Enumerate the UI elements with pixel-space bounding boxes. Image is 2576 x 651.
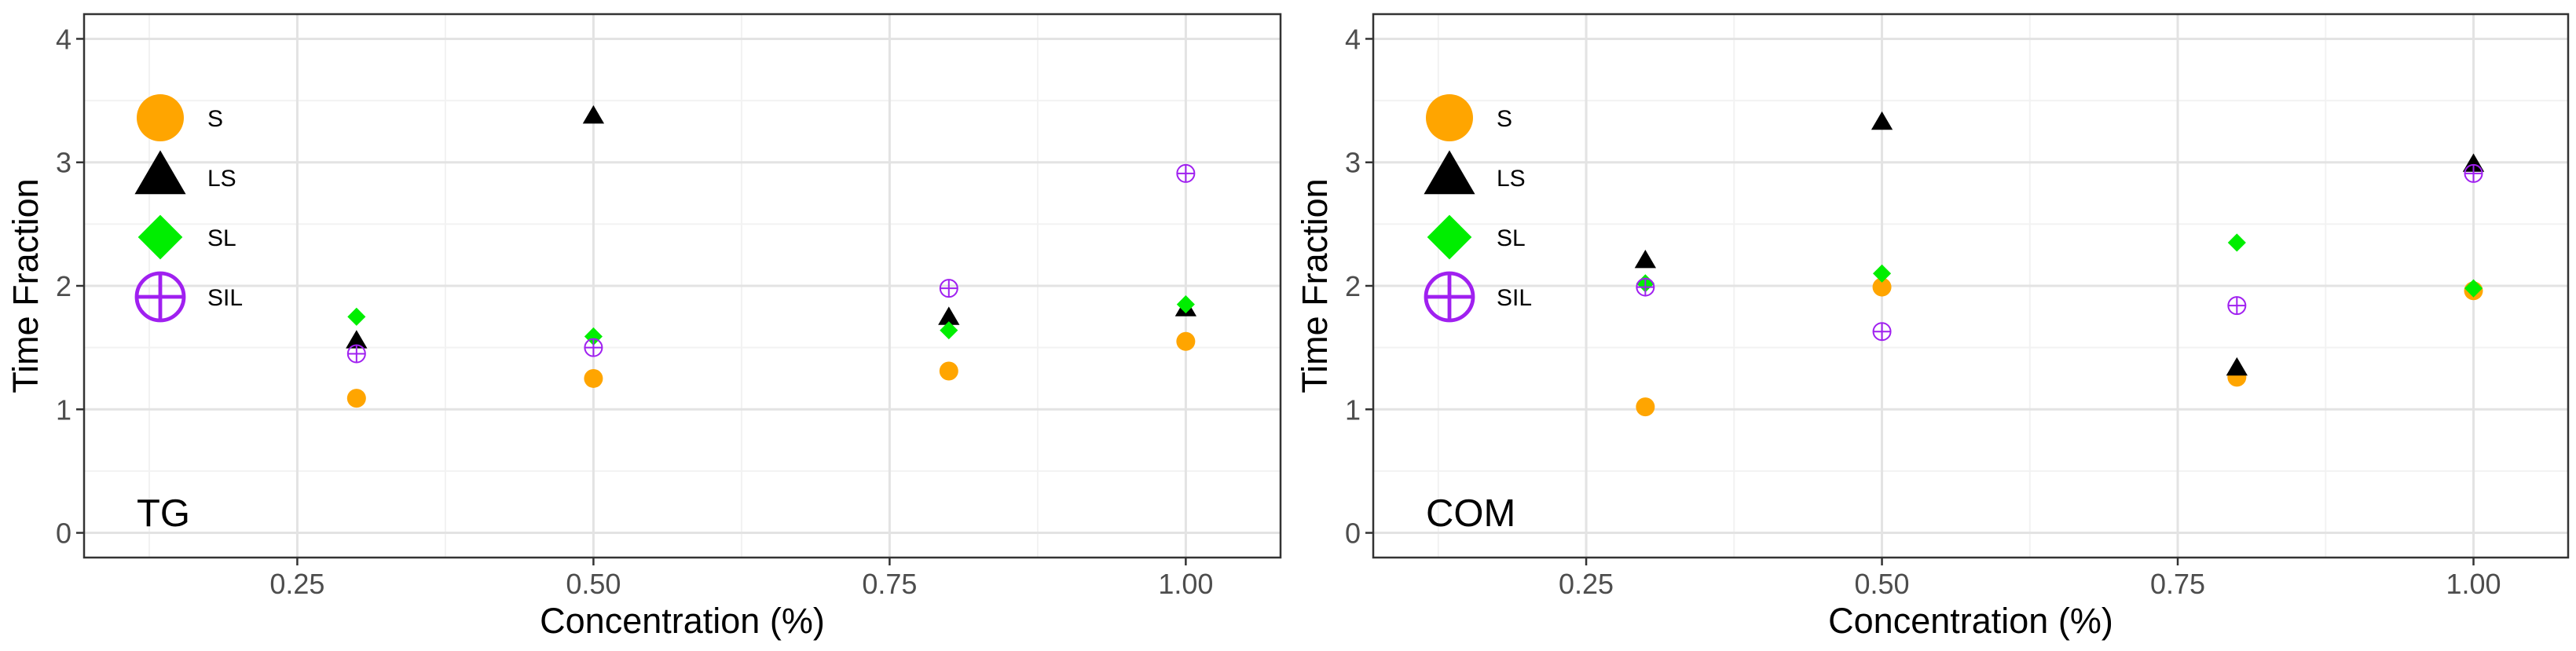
- legend-label-ls: LS: [207, 166, 236, 192]
- y-tick-label: 1: [56, 393, 71, 426]
- x-tick-label: 0.25: [269, 568, 324, 600]
- x-tick-label: 0.50: [1855, 568, 1910, 600]
- series-sil: [346, 163, 1196, 364]
- point-s: [584, 368, 603, 388]
- legend-label-sl: SL: [1497, 225, 1526, 251]
- legend-key-ls: [1424, 150, 1475, 195]
- series-s: [346, 331, 1196, 408]
- point-sl: [2464, 279, 2483, 298]
- legend: S LS SL SIL: [1424, 94, 1532, 323]
- y-tick-label: 4: [1345, 23, 1361, 55]
- y-tick-label: 3: [1345, 147, 1361, 179]
- panel-label: COM: [1426, 492, 1515, 535]
- y-tick-label: 4: [56, 23, 71, 55]
- legend-key-sil: [134, 271, 186, 323]
- point-ls: [938, 306, 960, 325]
- legend-label-s: S: [1497, 106, 1512, 132]
- panel-label: TG: [137, 492, 190, 535]
- point-sil: [584, 338, 603, 357]
- point-sl: [2227, 233, 2246, 252]
- plot-frame: [1372, 13, 2570, 559]
- y-tick-label: 1: [1345, 393, 1361, 426]
- legend-label-ls: LS: [1497, 166, 1526, 192]
- point-sil: [939, 279, 958, 298]
- y-tick-label: 3: [56, 147, 71, 179]
- point-sil: [1176, 163, 1196, 183]
- legend-key-sl: [1427, 214, 1472, 260]
- y-tick-label: 0: [1345, 518, 1361, 550]
- x-tick-label: 1.00: [2446, 568, 2501, 600]
- x-tick-label: 0.75: [862, 568, 917, 600]
- point-sil: [2227, 296, 2247, 316]
- point-sil: [1636, 277, 1655, 297]
- point-ls: [1634, 250, 1657, 269]
- chart-panel-tg: 0.25 0.50 0.75 1.00 0 1 2 3 4 Concentration (%) Ti…: [5, 13, 1282, 641]
- point-s: [1636, 397, 1655, 417]
- y-tick-label: 2: [1345, 270, 1361, 302]
- x-tick-label: 0.50: [566, 568, 621, 600]
- x-tick-label: 1.00: [1158, 568, 1213, 600]
- x-tick-label: 0.75: [2150, 568, 2205, 600]
- legend-key-ls: [134, 150, 186, 195]
- point-ls: [582, 105, 605, 124]
- x-axis-title: Concentration (%): [540, 601, 825, 641]
- y-axis-title: Time Fraction: [5, 178, 46, 393]
- point-sl: [940, 321, 958, 340]
- legend-key-s: [1426, 94, 1473, 141]
- point-s: [346, 389, 366, 408]
- point-s: [939, 361, 958, 381]
- point-sl: [1176, 295, 1195, 314]
- series-sl: [347, 295, 1195, 346]
- point-ls: [1871, 111, 1893, 130]
- legend-key-sil: [1424, 271, 1475, 323]
- point-ls: [346, 330, 368, 349]
- point-ls: [2226, 357, 2248, 376]
- x-axis-title: Concentration (%): [1828, 601, 2113, 641]
- y-tick-label: 0: [56, 518, 71, 550]
- point-sil: [1872, 322, 1892, 342]
- series-sil: [1636, 163, 2483, 342]
- point-sl: [1873, 264, 1892, 283]
- plot-frame: [82, 13, 1282, 559]
- point-sil: [2464, 163, 2483, 183]
- legend-label-sl: SL: [207, 225, 236, 251]
- point-s: [1176, 331, 1196, 351]
- legend-label-sil: SIL: [207, 285, 243, 311]
- point-sil: [346, 344, 366, 364]
- point-sl: [347, 307, 366, 326]
- legend-key-sl: [137, 214, 183, 260]
- x-tick-label: 0.25: [1559, 568, 1614, 600]
- legend: S LS SL SIL: [134, 94, 243, 323]
- y-axis-title: Time Fraction: [1295, 178, 1335, 393]
- legend-label-sil: SIL: [1497, 285, 1532, 311]
- chart-panel-com: 0.25 0.50 0.75 1.00 0 1 2 3 4 Concentration (%) Ti…: [1295, 13, 2570, 641]
- y-tick-label: 2: [56, 270, 71, 302]
- legend-key-s: [137, 94, 184, 141]
- legend-label-s: S: [207, 106, 223, 132]
- point-s: [1872, 277, 1892, 297]
